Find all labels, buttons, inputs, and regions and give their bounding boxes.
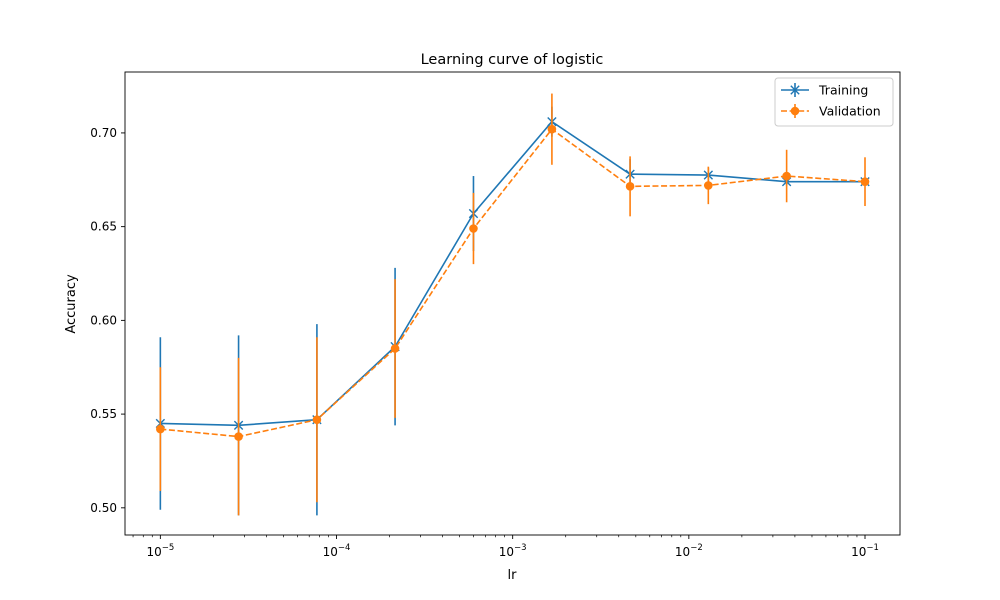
- data-point: [547, 124, 557, 134]
- y-tick-label: 0.60: [90, 313, 117, 327]
- chart-title: Learning curve of logistic: [421, 52, 604, 68]
- y-axis-label: Accuracy: [64, 274, 79, 334]
- data-point: [312, 415, 322, 425]
- axes: 0.50 0.55 0.60 0.65 0.70 10−5 10−4 10−3 10−2 10−1: [90, 71, 901, 559]
- x-tick-label: 10−3: [499, 543, 527, 559]
- legend-label: Validation: [819, 104, 881, 119]
- data-point: [390, 344, 400, 353]
- series-line: [160, 120, 865, 427]
- data-point: [625, 182, 635, 191]
- data-point: [860, 177, 870, 186]
- legend-item-training: Training: [781, 83, 868, 98]
- data-point: [469, 224, 478, 233]
- data-point: [156, 424, 165, 434]
- data-point: [234, 432, 243, 441]
- legend-label: Training: [818, 83, 868, 98]
- y-tick-label: 0.50: [90, 501, 117, 515]
- y-tick-label: 0.55: [90, 407, 117, 421]
- y-tick-label: 0.65: [90, 220, 117, 234]
- legend-marker: [790, 106, 800, 116]
- data-point: [704, 181, 713, 190]
- legend: Training Validation: [774, 77, 894, 127]
- x-tick-label: 10−5: [146, 543, 174, 559]
- x-tick-label: 10−4: [323, 543, 351, 559]
- x-tick-label: 10−1: [851, 543, 879, 559]
- y-tick-label: 0.70: [90, 126, 117, 140]
- x-axis-label: lr: [508, 568, 518, 583]
- legend-item-validation: Validation: [781, 104, 881, 119]
- series-validation: [156, 93, 870, 516]
- legend-marker: [790, 85, 800, 95]
- x-tick-label: 10−2: [675, 543, 703, 559]
- data-point: [782, 171, 791, 181]
- series-line: [160, 128, 866, 438]
- plot-area: [155, 93, 870, 516]
